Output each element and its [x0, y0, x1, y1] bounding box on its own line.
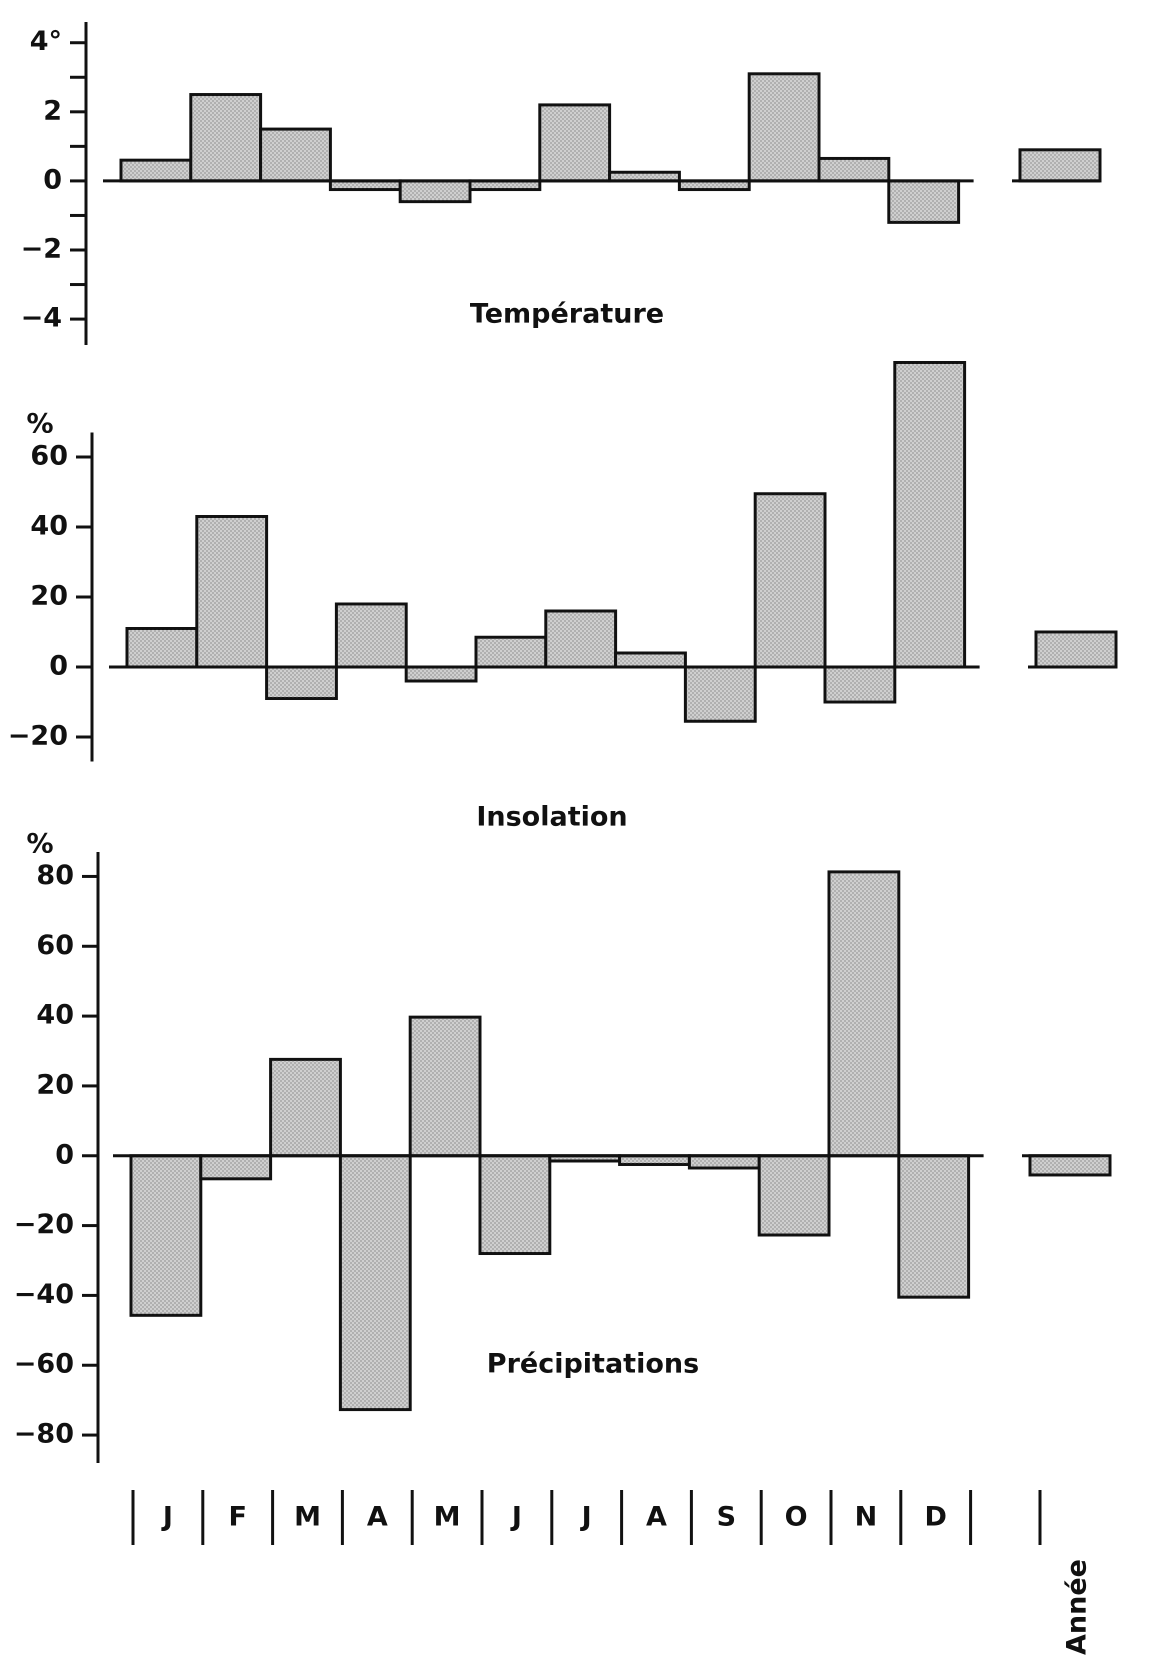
- y-tick-label: −20: [14, 1209, 74, 1240]
- chart-title: Insolation: [476, 802, 627, 833]
- bar-texture: [129, 629, 195, 666]
- x-tick-label: Année: [1062, 1559, 1093, 1655]
- bar-texture: [691, 1156, 758, 1167]
- bar-texture: [900, 1156, 967, 1297]
- x-tick-label: N: [855, 1502, 878, 1533]
- bar-texture: [831, 872, 897, 1155]
- bar-texture: [621, 1156, 688, 1164]
- y-tick-label: 0: [49, 651, 68, 682]
- bar-texture: [262, 130, 329, 180]
- bar-texture: [202, 1156, 269, 1178]
- y-tick-label: 60: [36, 930, 74, 961]
- bar-texture: [757, 494, 823, 666]
- y-tick-label: −40: [14, 1279, 74, 1310]
- chart-title: Précipitations: [487, 1349, 699, 1380]
- bar-texture: [611, 173, 678, 180]
- y-tick-label: 80: [36, 860, 74, 891]
- bar-texture: [821, 159, 887, 180]
- bar-texture: [342, 1156, 409, 1409]
- unit-label: %: [26, 409, 53, 440]
- bar-texture: [408, 668, 474, 680]
- bar-texture: [751, 74, 817, 180]
- y-tick-label: 0: [55, 1139, 74, 1170]
- y-tick-label: 40: [36, 1000, 74, 1031]
- bar-texture: [198, 517, 265, 666]
- bar-texture: [1032, 1156, 1108, 1174]
- bar-texture: [761, 1156, 827, 1235]
- bar-texture: [890, 181, 957, 222]
- y-tick-label: 4°: [30, 26, 62, 57]
- x-tick-label: A: [367, 1502, 388, 1533]
- bar-texture: [617, 654, 684, 666]
- y-tick-label: 60: [30, 441, 68, 472]
- bar-texture: [402, 181, 468, 201]
- bar-texture: [133, 1156, 199, 1315]
- y-tick-label: 2: [43, 95, 62, 126]
- bar-texture: [478, 638, 544, 666]
- y-tick-label: 40: [30, 511, 68, 542]
- bar-texture: [681, 181, 748, 189]
- bar-texture: [268, 668, 335, 698]
- bar-texture: [1038, 633, 1114, 666]
- y-tick-label: −4: [21, 303, 62, 334]
- bar-texture: [541, 105, 608, 180]
- x-tick-label: M: [434, 1502, 461, 1533]
- bar-texture: [896, 363, 963, 666]
- bar-texture: [123, 161, 189, 180]
- x-tick-label: M: [294, 1502, 321, 1533]
- chart-title: Température: [470, 299, 664, 330]
- y-tick-label: −2: [21, 234, 62, 265]
- x-tick-label: S: [717, 1502, 736, 1533]
- bar-texture: [687, 668, 754, 721]
- x-tick-label: O: [785, 1502, 808, 1533]
- x-tick-label: J: [161, 1502, 173, 1533]
- bar-texture: [551, 1156, 618, 1160]
- bar-texture: [332, 181, 399, 189]
- bar-texture: [192, 95, 259, 180]
- x-tick-label: F: [228, 1502, 246, 1533]
- bar-texture: [412, 1018, 478, 1155]
- bar-texture: [827, 668, 893, 701]
- bar-texture: [272, 1060, 339, 1155]
- bar-texture: [482, 1156, 548, 1253]
- y-tick-label: 20: [30, 581, 68, 612]
- bar-texture: [1022, 150, 1098, 180]
- bar-texture: [547, 612, 614, 666]
- x-tick-label: J: [580, 1502, 592, 1533]
- y-tick-label: −20: [8, 721, 68, 752]
- x-tick-label: D: [924, 1502, 946, 1533]
- x-tick-label: J: [510, 1502, 522, 1533]
- x-tick-label: A: [646, 1502, 667, 1533]
- bar-texture: [338, 605, 405, 666]
- y-tick-label: 20: [36, 1069, 74, 1100]
- bar-texture: [472, 181, 538, 189]
- y-tick-label: 0: [43, 164, 62, 195]
- y-tick-label: −80: [14, 1419, 74, 1450]
- unit-label: %: [26, 829, 53, 860]
- y-tick-label: −60: [14, 1349, 74, 1380]
